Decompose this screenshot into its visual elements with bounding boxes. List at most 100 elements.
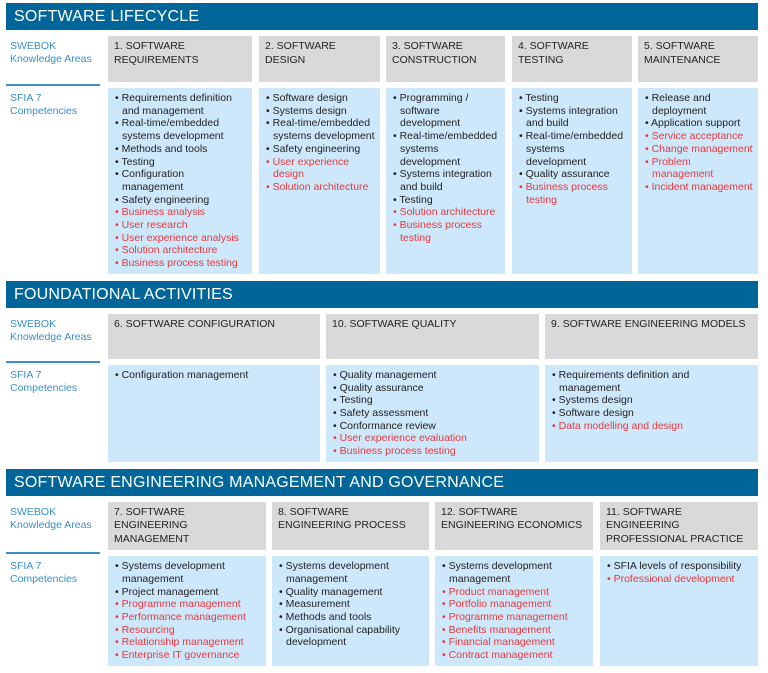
section-header: SOFTWARE LIFECYCLE xyxy=(6,3,758,30)
competency-label: Safety engineering xyxy=(272,142,361,155)
competency-label: Project management xyxy=(121,585,219,598)
competency-item: • Safety engineering xyxy=(265,143,375,156)
competency-item: • Measurement xyxy=(278,598,424,611)
competency-item-new: • Incident management xyxy=(644,181,753,194)
bullet-icon: • xyxy=(442,560,449,573)
bullet-icon: • xyxy=(115,168,122,181)
knowledge-area-box: 3. SOFTWARE CONSTRUCTION xyxy=(386,36,505,82)
competency-box: • Testing • Systems integration and build… xyxy=(512,88,632,274)
competency-label: Change management xyxy=(651,142,753,155)
competency-item: • Methods and tools xyxy=(278,611,424,624)
competency-label: Programme management xyxy=(121,598,241,611)
sfia-label: SFIA 7 Competencies xyxy=(10,560,78,586)
competency-item: • Real-time/embedded systems development xyxy=(518,130,627,168)
competency-label: Testing xyxy=(399,193,433,206)
competency-item: • Software design xyxy=(265,92,375,105)
bullet-icon: • xyxy=(115,636,122,649)
competency-label: Real-time/embedded systems development xyxy=(399,130,498,168)
competency-item: • Testing xyxy=(332,394,534,407)
swebok-label: SWEBOK Knowledge Areas xyxy=(10,505,92,531)
competency-label: Resourcing xyxy=(121,623,175,636)
bullet-icon: • xyxy=(442,585,449,598)
competency-item-new: • Programme management xyxy=(441,611,588,624)
competency-item: • Testing xyxy=(392,194,500,207)
bullet-icon: • xyxy=(279,623,286,636)
competency-item: • Real-time/embedded systems development xyxy=(114,117,247,142)
sfia-label: SFIA 7 Competencies xyxy=(10,92,78,117)
bullet-icon: • xyxy=(279,598,286,611)
competency-item: • Real-time/embedded systems development xyxy=(265,117,375,142)
bullet-icon: • xyxy=(333,445,340,458)
bullet-icon: • xyxy=(393,92,400,104)
competency-item: • Safety engineering xyxy=(114,194,247,207)
competency-box: • Requirements definition and management… xyxy=(108,88,252,274)
competency-label: Quality management xyxy=(339,368,437,381)
competency-label: Performance management xyxy=(121,611,246,624)
competency-item-new: • Problem management xyxy=(644,156,753,181)
bullet-icon: • xyxy=(333,419,340,432)
knowledge-area-row: SWEBOK Knowledge Areas 7. SOFTWARE ENGINE… xyxy=(0,501,768,555)
bullet-icon: • xyxy=(266,180,273,193)
bullet-icon: • xyxy=(115,193,122,206)
competency-label: Systems design xyxy=(272,104,347,117)
competency-item: • Systems development management xyxy=(441,560,588,585)
competency-label: Systems development management xyxy=(285,560,389,585)
bullet-icon: • xyxy=(115,560,122,573)
competency-label: Product management xyxy=(448,585,549,598)
competency-item-new: • Product management xyxy=(441,586,588,599)
competency-item: • Configuration management xyxy=(114,369,315,382)
label-cell: SFIA 7 Competencies xyxy=(6,88,100,274)
bullet-icon: • xyxy=(393,130,400,143)
bullet-icon: • xyxy=(393,206,400,219)
competency-row: SFIA 7 Competencies • Systems development… xyxy=(0,556,768,666)
competency-item: • Real-time/embedded systems development xyxy=(392,130,500,168)
competency-item: • Requirements definition and management xyxy=(551,369,753,394)
competency-label: Relationship management xyxy=(121,636,244,649)
competency-item: • Software design xyxy=(551,407,753,420)
bullet-icon: • xyxy=(333,432,340,445)
competency-item: • Project management xyxy=(114,586,261,599)
bullet-icon: • xyxy=(607,572,614,585)
bullet-icon: • xyxy=(393,193,400,206)
bullet-icon: • xyxy=(519,168,526,181)
bullet-icon: • xyxy=(552,406,559,419)
label-cell: SWEBOK Knowledge Areas xyxy=(6,502,100,555)
bullet-icon: • xyxy=(115,117,122,130)
bullet-icon: • xyxy=(115,231,122,244)
bullet-icon: • xyxy=(279,560,286,573)
competency-label: Enterprise IT governance xyxy=(121,649,240,662)
bullet-icon: • xyxy=(115,257,122,270)
competency-item: • Systems development management xyxy=(114,560,261,585)
bullet-icon: • xyxy=(519,180,526,193)
competency-label: Configuration management xyxy=(121,168,185,193)
bullet-icon: • xyxy=(442,598,449,611)
competency-label: Safety engineering xyxy=(121,193,210,206)
competency-label: Quality management xyxy=(285,585,383,598)
competency-item-new: • User experience evaluation xyxy=(332,432,534,445)
competency-label: Solution architecture xyxy=(399,206,496,219)
competency-box: • Programming / software development • Re… xyxy=(386,88,505,274)
competency-item-new: • Solution architecture xyxy=(392,206,500,219)
bullet-icon: • xyxy=(645,92,652,104)
competency-label: Benefits management xyxy=(448,623,551,636)
competency-label: Systems integration and build xyxy=(399,168,492,193)
bullet-icon: • xyxy=(115,155,122,168)
competency-box: • Systems development management • Produc… xyxy=(435,556,593,666)
knowledge-area-box: 1. SOFTWARE REQUIREMENTS xyxy=(108,36,252,82)
competency-item-new: • Data modelling and design xyxy=(551,420,753,433)
competency-label: User experience evaluation xyxy=(339,432,467,445)
competency-label: Portfolio management xyxy=(448,598,552,611)
swebok-label: SWEBOK Knowledge Areas xyxy=(10,317,92,343)
knowledge-area-box: 8. SOFTWARE ENGINEERING PROCESS xyxy=(272,501,429,551)
bullet-icon: • xyxy=(442,623,449,636)
label-cell: SWEBOK Knowledge Areas xyxy=(6,314,100,363)
competency-label: User research xyxy=(121,219,188,232)
competency-label: Business process testing xyxy=(399,219,482,244)
competency-item-new: • Benefits management xyxy=(441,624,588,637)
competency-item-new: • Solution architecture xyxy=(265,181,375,194)
competency-label: Solution architecture xyxy=(121,244,218,257)
competency-item-new: • Performance management xyxy=(114,611,261,624)
label-cell: SFIA 7 Competencies xyxy=(6,365,100,462)
competency-box: • Requirements definition and management… xyxy=(545,364,758,462)
competency-item: • Quality assurance xyxy=(332,382,534,395)
